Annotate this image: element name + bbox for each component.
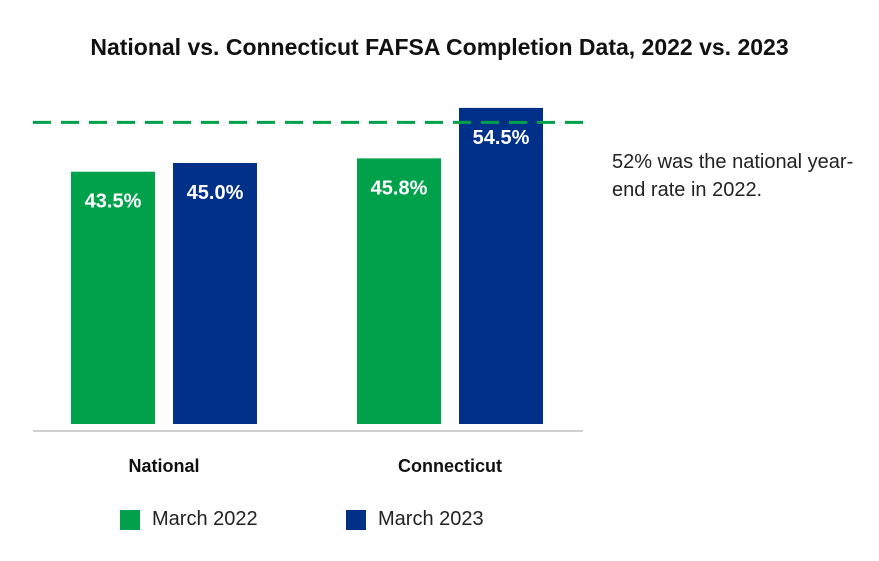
category-label-national: National (128, 456, 199, 476)
legend-swatch-march-2023 (346, 509, 366, 530)
bar-connecticut-march-2023 (459, 107, 543, 425)
data-label-connecticut-march-2023: 54.5% (473, 127, 530, 149)
legend-label-march-2022: March 2022 (152, 508, 258, 530)
legend-swatch-march-2022 (120, 509, 140, 530)
legend-item-march-2023: March 2023 (346, 508, 484, 531)
category-label-connecticut: Connecticut (398, 456, 502, 476)
legend-label-march-2023: March 2023 (378, 508, 484, 530)
bar-connecticut-march-2022 (357, 158, 441, 425)
bar-national-march-2023 (173, 163, 257, 424)
data-label-connecticut-march-2022: 45.8% (371, 177, 428, 199)
chart-title: National vs. Connecticut FAFSA Completio… (90, 34, 789, 60)
data-label-national-march-2023: 45.0% (187, 182, 244, 204)
bar-national-march-2022 (71, 171, 155, 424)
data-label-national-march-2022: 43.5% (85, 191, 142, 213)
legend-item-march-2022: March 2022 (120, 508, 258, 531)
reference-annotation: 52% was the national year-end rate in 20… (612, 151, 854, 201)
